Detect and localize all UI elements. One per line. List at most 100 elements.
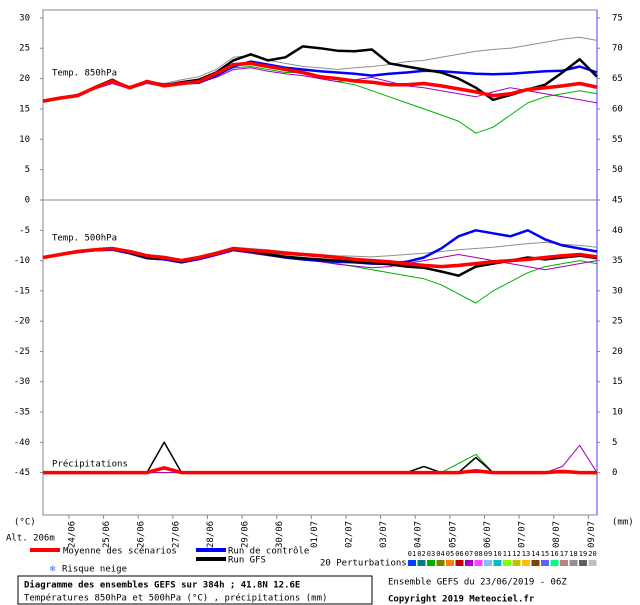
snow-icon: ❄: [50, 565, 56, 575]
perturbation-swatch: [446, 560, 454, 566]
perturbations-label: 20 Perturbations: [320, 559, 407, 569]
perturbation-number: 19: [579, 550, 587, 558]
y2-tick-label: 55: [612, 135, 623, 145]
y2-tick-label: 60: [612, 104, 623, 114]
footer-box: [17, 575, 373, 605]
footer-title: Diagramme des ensembles GEFS sur 384h ; …: [24, 580, 300, 591]
y2-tick-label: 75: [612, 13, 623, 23]
perturbation-swatch: [493, 560, 502, 566]
perturbation-number: 08: [474, 550, 482, 558]
perturbation-swatch: [484, 560, 492, 566]
x-tick-label: 26/06: [137, 521, 147, 548]
perturbation-swatch: [417, 560, 426, 566]
altitude: Alt. 206m: [6, 534, 55, 544]
y-tick-label: -45: [14, 468, 30, 478]
perturbation-number: 07: [465, 550, 473, 558]
perturbation-swatch: [427, 560, 435, 566]
unit-label: (mm): [612, 518, 634, 528]
copyright: Copyright 2019 Meteociel.fr: [388, 594, 535, 605]
y-tick-label: 0: [25, 196, 30, 206]
perturbation-number: 13: [522, 550, 530, 558]
x-tick-label: 09/07: [587, 521, 597, 548]
perturbation-swatch: [588, 560, 597, 566]
y2-tick-label: 25: [612, 317, 623, 327]
perturbation-number: 05: [446, 550, 454, 558]
y2-tick-label: 35: [612, 256, 623, 266]
y-tick-label: -30: [14, 377, 30, 387]
perturbation-number: 01: [408, 550, 416, 558]
y2-tick-label: 10: [612, 408, 623, 418]
perturbation-number: 15: [541, 550, 549, 558]
perturbation-swatch: [474, 560, 483, 566]
legend-label: Run GFS: [228, 556, 266, 566]
x-tick-label: 01/07: [310, 521, 320, 548]
x-tick-label: 27/06: [171, 521, 181, 548]
legend-label: Run de contrôle: [228, 546, 309, 557]
perturbation-number: 04: [436, 550, 444, 558]
x-tick-label: 28/06: [206, 521, 216, 548]
series-line: [42, 61, 598, 103]
perturbation-number: 03: [427, 550, 435, 558]
x-tick-label: 29/06: [241, 521, 251, 548]
y-tick-label: 15: [19, 104, 30, 114]
perturbation-swatch: [541, 560, 549, 566]
run-info: Ensemble GEFS du 23/06/2019 - 06Z: [388, 578, 567, 588]
perturbation-swatch: [560, 560, 568, 566]
panel-label: Précipitations: [52, 459, 128, 470]
y-tick-label: -25: [14, 347, 30, 357]
perturbation-swatch: [512, 560, 521, 566]
x-tick-label: 06/07: [483, 521, 493, 548]
perturbation-number: 09: [484, 550, 492, 558]
x-tick-label: 24/06: [67, 521, 77, 548]
y2-tick-label: 40: [612, 226, 623, 236]
legend-label: Moyenne des scénarios: [63, 546, 177, 557]
y2-tick-label: 65: [612, 74, 623, 84]
y2-tick-label: 0: [612, 468, 617, 478]
y-tick-label: -10: [14, 256, 30, 266]
y-tick-label: 25: [19, 44, 30, 54]
perturbation-number: 14: [531, 550, 539, 558]
y-tick-label: -5: [19, 226, 30, 236]
perturbation-swatch: [436, 560, 445, 566]
x-tick-label: 05/07: [448, 521, 458, 548]
perturbation-swatch: [455, 560, 464, 566]
y-tick-label: 10: [19, 135, 30, 145]
y-tick-label: 20: [19, 74, 30, 84]
y-tick-label: -40: [14, 438, 30, 448]
perturbation-number: 18: [569, 550, 577, 558]
x-tick-label: 07/07: [518, 521, 528, 548]
y-tick-label: -20: [14, 317, 30, 327]
perturbation-number: 12: [512, 550, 520, 558]
y2-tick-label: 50: [612, 165, 623, 175]
x-tick-label: 25/06: [102, 521, 112, 548]
perturbation-swatch: [522, 560, 530, 566]
perturbation-swatch: [579, 560, 587, 566]
x-tick-label: 03/07: [379, 521, 389, 548]
y2-tick-label: 15: [612, 377, 623, 387]
perturbation-number: 06: [455, 550, 463, 558]
x-tick-label: 30/06: [275, 521, 285, 548]
perturbation-swatch: [531, 560, 540, 566]
perturbation-number: 16: [550, 550, 558, 558]
y-tick-label: -15: [14, 286, 30, 296]
x-tick-label: 04/07: [414, 521, 424, 548]
perturbation-swatch: [569, 560, 578, 566]
y2-tick-label: 20: [612, 347, 623, 357]
y-tick-label: 30: [19, 13, 30, 23]
y2-tick-label: 45: [612, 196, 623, 206]
unit-label: (°C): [14, 518, 36, 528]
y-tick-label: 5: [25, 165, 30, 175]
y2-tick-label: 5: [612, 438, 617, 448]
perturbation-number: 02: [417, 550, 425, 558]
panel-label: Temp. 850hPa: [52, 69, 117, 79]
x-tick-label: 08/07: [552, 521, 562, 548]
series-line: [43, 466, 597, 475]
perturbation-number: 17: [560, 550, 568, 558]
footer-subtitle: Températures 850hPa et 500hPa (°C) , pré…: [24, 593, 327, 604]
perturbation-swatch: [550, 560, 559, 566]
series-line: [42, 246, 598, 269]
y-tick-label: -35: [14, 408, 30, 418]
panel-label: Temp. 500hPa: [52, 234, 117, 244]
perturbation-number: 20: [588, 550, 596, 558]
